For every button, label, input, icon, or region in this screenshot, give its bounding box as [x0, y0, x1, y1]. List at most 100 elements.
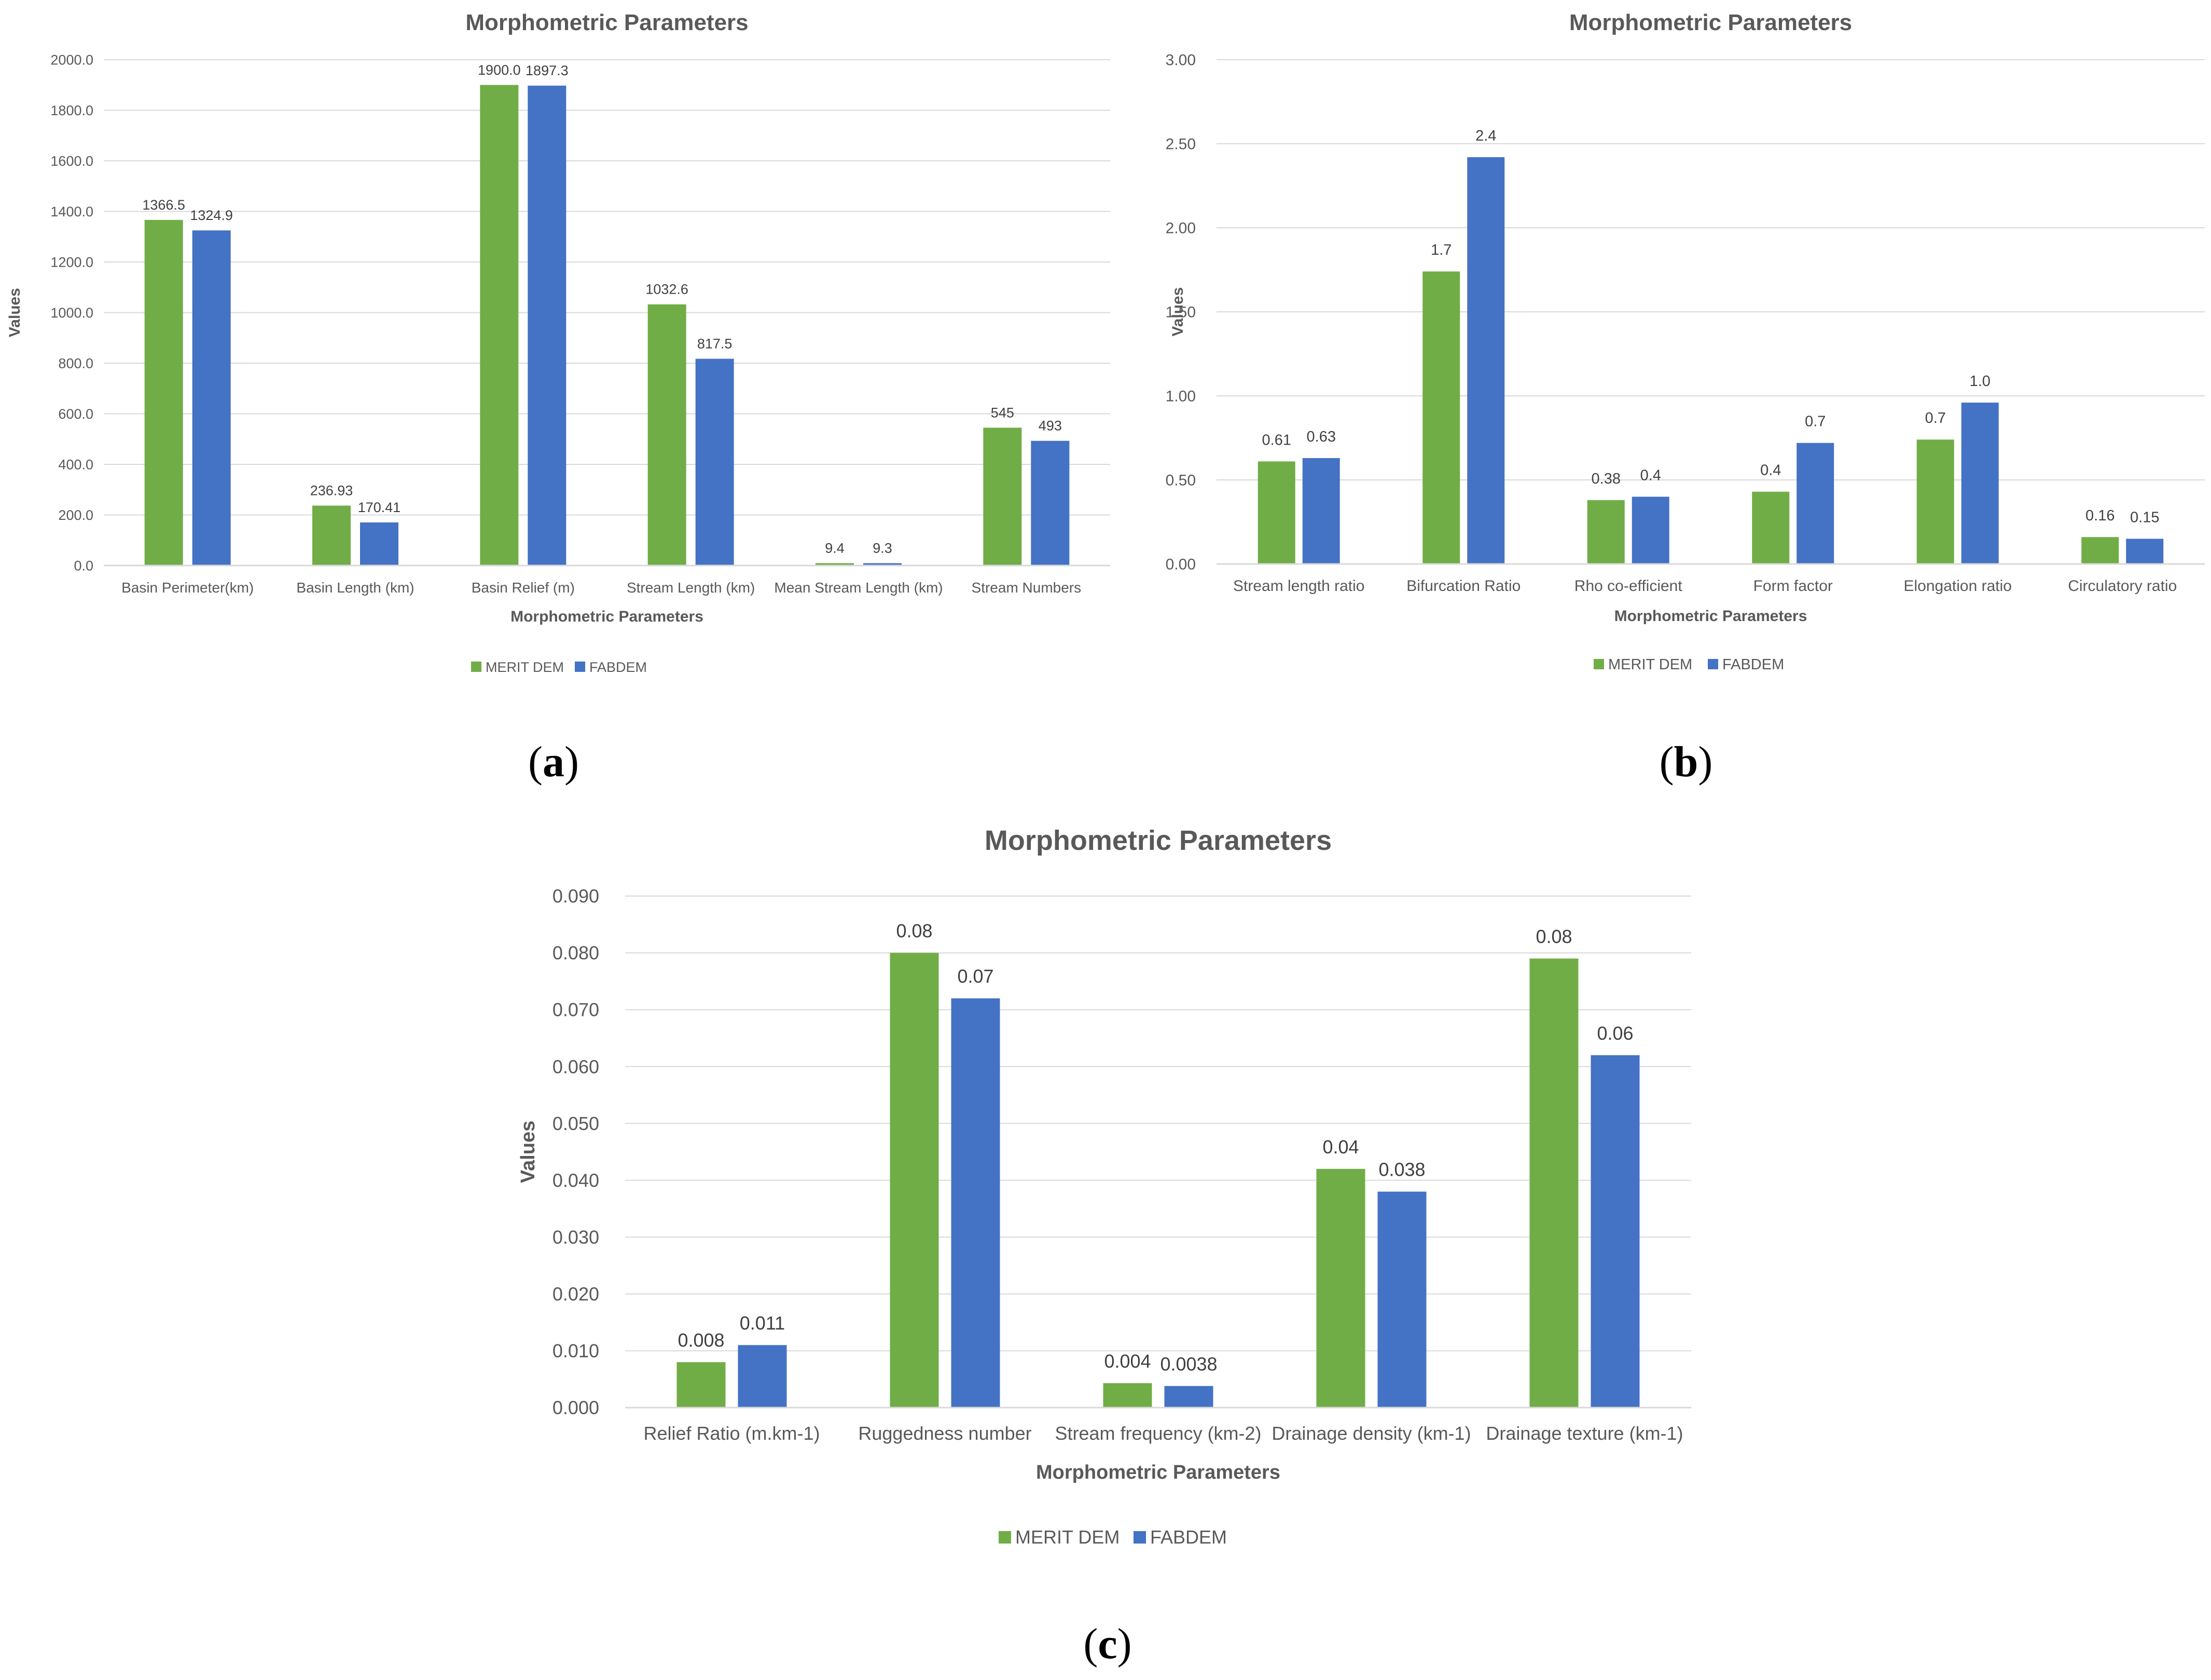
bar-fabdem: [1591, 1055, 1640, 1408]
y-tick-label: 2.50: [1166, 136, 1196, 153]
y-tick-label: 0.010: [552, 1340, 599, 1361]
y-tick-label: 0.50: [1166, 472, 1196, 489]
bar-merit-dem: [676, 1362, 726, 1408]
legend-swatch-fabdem: [1708, 659, 1718, 669]
y-tick-label: 0.060: [552, 1056, 599, 1077]
data-label: 1324.9: [190, 208, 233, 223]
chart-c: Morphometric Parameters 0.000 0.010 0.020 0.…: [517, 825, 1691, 1548]
x-tick-label: Basin Relief (m): [472, 580, 575, 596]
bar-merit-dem: [1316, 1168, 1365, 1408]
y-tick-label: 0.00: [1166, 556, 1196, 573]
bar-fabdem: [1797, 443, 1834, 564]
bar-fabdem: [2126, 539, 2164, 564]
data-label: 817.5: [697, 336, 733, 351]
data-label: 1032.6: [645, 282, 688, 297]
bar-fabdem: [1302, 458, 1340, 564]
y-tick-label: 1000.0: [50, 305, 93, 321]
data-label: 1897.3: [526, 63, 569, 78]
x-tick-label: Form factor: [1753, 577, 1833, 595]
x-axis-title: Morphometric Parameters: [1614, 608, 1807, 625]
bar-merit-dem: [647, 304, 686, 566]
y-tick-label: 1200.0: [50, 254, 93, 270]
y-tick-label: 2000.0: [50, 52, 93, 67]
y-tick-label: 0.0: [74, 558, 93, 573]
bar-merit-dem: [480, 85, 519, 566]
y-tick-label: 0.000: [552, 1397, 599, 1419]
legend-swatch-fabdem: [575, 662, 585, 672]
data-label: 0.08: [1536, 926, 1572, 947]
legend-label: FABDEM: [1150, 1526, 1227, 1548]
data-label: 0.15: [2130, 509, 2159, 526]
bar-fabdem: [1164, 1386, 1213, 1408]
y-tick-label: 3.00: [1166, 52, 1196, 69]
data-label: 493: [1039, 418, 1062, 434]
bar-merit-dem: [1257, 461, 1295, 564]
chart-title: Morphometric Parameters: [465, 10, 748, 35]
y-tick-label: 1.00: [1166, 388, 1196, 405]
legend-swatch-merit-dem: [999, 1531, 1011, 1544]
bar-merit-dem: [816, 563, 854, 566]
bar-merit-dem: [2081, 537, 2119, 564]
legend-swatch-fabdem: [1134, 1531, 1146, 1544]
bar-merit-dem: [890, 953, 939, 1408]
x-axis-title: Morphometric Parameters: [1036, 1462, 1280, 1483]
bar-fabdem: [192, 230, 231, 566]
y-axis-title: Values: [517, 1121, 539, 1183]
x-tick-label: Drainage texture (km-1): [1486, 1423, 1683, 1444]
bar-fabdem: [1632, 497, 1669, 564]
y-axis-title: Values: [1169, 287, 1186, 336]
chart-b: Morphometric Parameters 0.00 0.50 1.00 1.50 2…: [1166, 10, 2205, 673]
y-tick-label: 0.090: [552, 886, 599, 907]
x-tick-label: Drainage density (km-1): [1272, 1423, 1471, 1444]
data-label: 0.16: [2085, 507, 2115, 524]
x-tick-label: Mean Stream Length (km): [774, 580, 943, 596]
x-axis-title: Morphometric Parameters: [510, 608, 703, 625]
bar-fabdem: [738, 1345, 787, 1408]
y-tick-label: 1400.0: [50, 204, 93, 219]
y-tick-label: 1800.0: [50, 103, 93, 118]
data-label: 0.7: [1925, 410, 1946, 426]
bar-fabdem: [1377, 1191, 1427, 1408]
data-label: 0.06: [1597, 1023, 1633, 1044]
y-tick-label: 600.0: [58, 406, 93, 422]
legend-label: MERIT DEM: [486, 659, 564, 675]
y-tick-label: 1.50: [1166, 304, 1196, 321]
bar-fabdem: [863, 563, 902, 566]
x-tick-label: Basin Length (km): [296, 580, 414, 596]
data-label: 0.63: [1307, 429, 1336, 445]
x-tick-label: Bifurcation Ratio: [1406, 577, 1521, 595]
x-tick-label: Stream Numbers: [972, 580, 1082, 596]
data-label: 0.4: [1760, 462, 1781, 479]
y-tick-label: 0.040: [552, 1169, 599, 1191]
bar-merit-dem: [1916, 439, 1954, 564]
x-tick-label: Relief Ratio (m.km-1): [643, 1423, 820, 1444]
bar-merit-dem: [1529, 958, 1579, 1408]
legend-swatch-merit-dem: [471, 662, 481, 672]
data-label: 0.038: [1378, 1159, 1425, 1180]
data-label: 0.4: [1640, 467, 1661, 484]
x-tick-label: Stream frequency (km-2): [1055, 1423, 1261, 1444]
data-label: 0.0038: [1160, 1353, 1217, 1374]
data-label: 0.38: [1592, 471, 1621, 487]
bar-fabdem: [528, 86, 566, 566]
chart-a: Morphometric Parameters 0.0 200.0 400.0 600.…: [6, 10, 1110, 675]
y-tick-label: 200.0: [58, 507, 93, 523]
bar-merit-dem: [1422, 271, 1460, 564]
y-tick-label: 800.0: [58, 355, 93, 371]
bar-fabdem: [360, 522, 398, 566]
x-tick-label: Stream Length (km): [627, 580, 755, 596]
data-label: 0.61: [1262, 432, 1291, 448]
caption-a: (a): [528, 738, 579, 786]
data-label: 1.0: [1970, 373, 1991, 390]
y-tick-label: 2.00: [1166, 220, 1196, 237]
data-label: 236.93: [310, 483, 353, 498]
data-label: 9.3: [873, 540, 892, 556]
data-label: 0.008: [678, 1329, 724, 1351]
data-label: 0.08: [896, 920, 932, 942]
y-tick-label: 0.030: [552, 1227, 599, 1248]
data-label: 0.04: [1322, 1136, 1359, 1158]
y-tick-label: 1600.0: [50, 153, 93, 169]
data-label: 0.07: [957, 966, 993, 987]
legend-label: MERIT DEM: [1015, 1526, 1120, 1548]
legend-label: FABDEM: [1722, 656, 1784, 673]
